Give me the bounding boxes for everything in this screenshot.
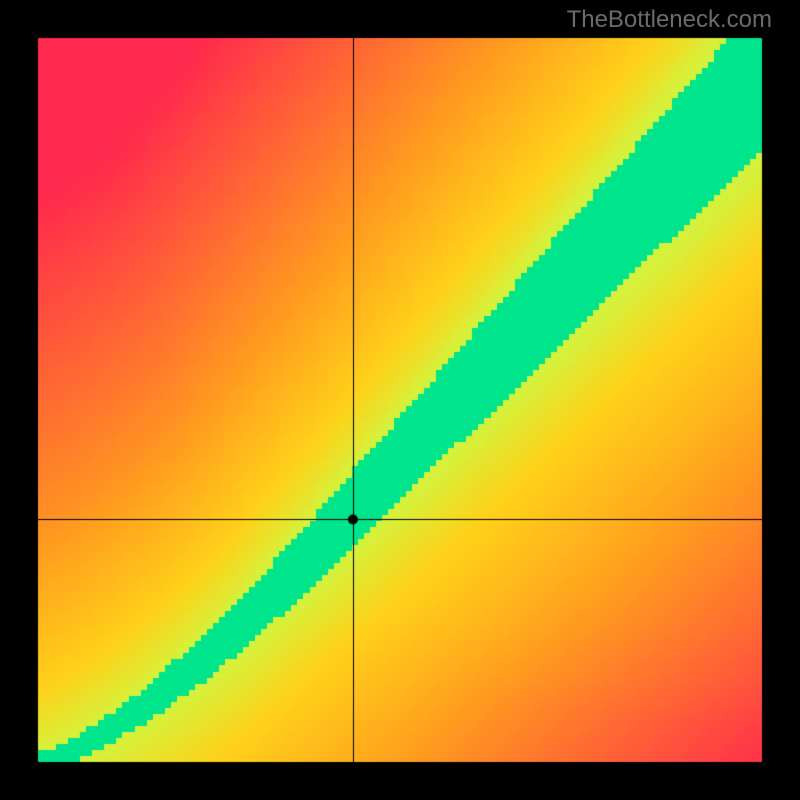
bottleneck-heatmap bbox=[0, 0, 800, 800]
watermark-text: TheBottleneck.com bbox=[567, 6, 772, 34]
